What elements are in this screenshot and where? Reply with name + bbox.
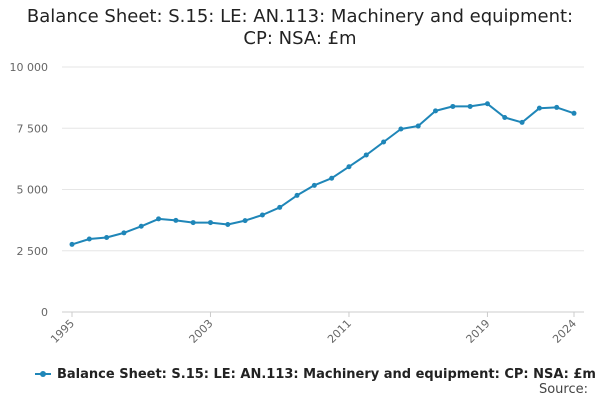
data-point[interactable] (138, 223, 144, 229)
chart-title-line-1: Balance Sheet: S.15: LE: AN.113: Machine… (26, 6, 574, 27)
series-line (71, 102, 575, 246)
data-point[interactable] (86, 236, 92, 242)
y-tick-label: 0 (41, 306, 48, 319)
chart-title-line-2: CP: NSA: £m (243, 28, 357, 49)
x-tick-label: 2011 (325, 317, 354, 346)
source-label: Source: (538, 382, 588, 397)
data-point[interactable] (69, 241, 75, 247)
chart-title: Balance Sheet: S.15: LE: AN.113: Machine… (0, 6, 600, 50)
x-axis-tick-labels: 1995 2003 2011 2019 2024 (48, 317, 579, 346)
data-point[interactable] (311, 182, 317, 188)
data-point[interactable] (363, 152, 369, 158)
data-point[interactable] (381, 139, 387, 145)
data-point[interactable] (554, 104, 560, 110)
data-point[interactable] (571, 110, 577, 116)
data-point[interactable] (190, 220, 196, 226)
grid-lines (62, 66, 584, 317)
data-point[interactable] (398, 126, 404, 132)
data-point[interactable] (277, 204, 283, 210)
data-point[interactable] (484, 101, 490, 107)
data-point[interactable] (156, 216, 162, 222)
data-point[interactable] (207, 220, 213, 226)
data-point[interactable] (104, 235, 110, 241)
y-tick-label: 10 000 (10, 61, 49, 74)
legend-swatch (35, 371, 51, 377)
data-point[interactable] (259, 212, 265, 218)
data-point[interactable] (433, 108, 439, 114)
x-tick-label: 1995 (48, 317, 77, 346)
series-layer (69, 101, 577, 247)
y-axis-tick-labels: 0 2 500 5 000 7 500 10 000 (10, 61, 49, 319)
data-point[interactable] (502, 114, 508, 120)
legend[interactable]: Balance Sheet: S.15: LE: AN.113: Machine… (35, 364, 596, 384)
data-point[interactable] (121, 230, 127, 236)
x-tick-label: 2003 (187, 317, 216, 346)
data-point[interactable] (294, 192, 300, 198)
data-point[interactable] (519, 119, 525, 125)
data-point[interactable] (225, 222, 231, 228)
y-tick-label: 7 500 (17, 122, 49, 135)
data-point[interactable] (173, 217, 179, 223)
data-point[interactable] (329, 175, 335, 181)
data-point[interactable] (415, 123, 421, 129)
y-tick-label: 5 000 (17, 184, 49, 197)
legend-label: Balance Sheet: S.15: LE: AN.113: Machine… (57, 366, 596, 382)
x-tick-label: 2024 (550, 317, 579, 346)
data-point[interactable] (450, 103, 456, 109)
y-tick-label: 2 500 (17, 245, 49, 258)
data-point[interactable] (346, 164, 352, 170)
data-point[interactable] (536, 105, 542, 111)
data-point[interactable] (467, 103, 473, 109)
x-tick-label: 2019 (464, 317, 493, 346)
data-point[interactable] (242, 218, 248, 224)
